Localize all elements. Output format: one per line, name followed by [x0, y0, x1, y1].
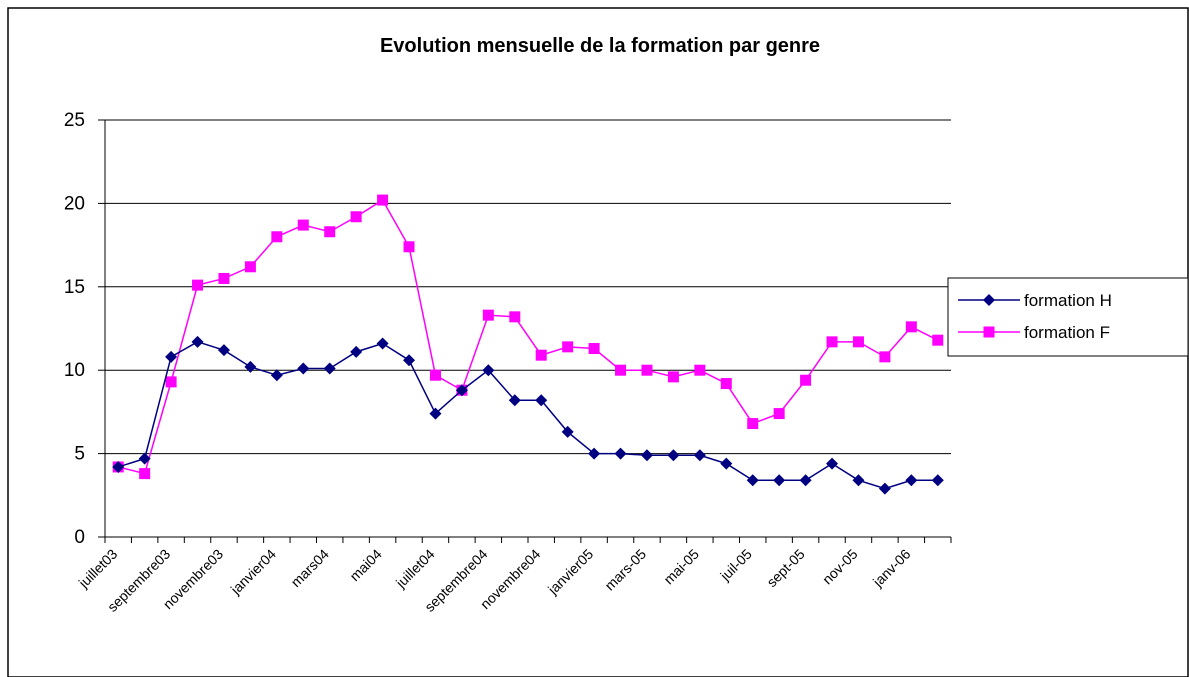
marker — [641, 364, 653, 376]
marker — [562, 341, 574, 353]
marker — [588, 447, 601, 460]
y-tick-label: 0 — [74, 527, 85, 548]
marker — [271, 231, 283, 243]
marker — [800, 374, 812, 386]
marker — [747, 418, 759, 430]
marker — [376, 337, 389, 350]
marker — [270, 369, 283, 382]
marker — [693, 449, 706, 462]
marker — [694, 364, 706, 376]
marker — [482, 309, 494, 321]
y-tick-label: 25 — [64, 110, 85, 131]
marker — [165, 350, 178, 363]
marker — [350, 211, 362, 223]
marker — [297, 219, 309, 231]
marker — [561, 425, 574, 438]
y-tick-label: 20 — [64, 193, 85, 214]
marker — [852, 474, 865, 487]
marker — [297, 362, 310, 375]
marker — [905, 321, 917, 333]
marker — [667, 449, 680, 462]
marker — [112, 460, 125, 473]
marker — [218, 272, 230, 284]
marker — [879, 351, 891, 363]
marker — [455, 384, 468, 397]
marker — [403, 241, 415, 253]
marker — [983, 326, 995, 338]
marker — [614, 447, 627, 460]
marker — [720, 378, 732, 390]
marker — [323, 362, 336, 375]
marker — [535, 349, 547, 361]
legend-label: formation H — [1024, 291, 1112, 310]
marker — [588, 343, 600, 355]
marker — [773, 474, 786, 487]
marker — [429, 407, 442, 420]
legend — [947, 277, 1189, 357]
marker — [192, 279, 204, 291]
marker — [350, 345, 363, 358]
marker — [165, 376, 177, 388]
chart-title: Evolution mensuelle de la formation par … — [380, 35, 820, 57]
y-tick-label: 10 — [64, 360, 85, 381]
marker — [217, 344, 230, 357]
marker — [615, 364, 627, 376]
marker — [482, 364, 495, 377]
marker — [377, 194, 389, 206]
marker — [138, 452, 151, 465]
marker — [403, 354, 416, 367]
marker — [191, 335, 204, 348]
y-tick-label: 15 — [64, 277, 85, 298]
marker — [799, 474, 812, 487]
marker — [509, 311, 521, 323]
marker — [826, 336, 838, 348]
marker — [746, 474, 759, 487]
marker — [535, 394, 548, 407]
marker — [852, 336, 864, 348]
marker — [324, 226, 336, 238]
marker — [244, 261, 256, 273]
y-tick-label: 5 — [74, 444, 85, 465]
marker — [429, 369, 441, 381]
marker — [932, 334, 944, 346]
marker — [244, 360, 257, 373]
marker — [508, 394, 521, 407]
marker — [139, 468, 151, 480]
marker — [905, 474, 918, 487]
marker — [773, 408, 785, 420]
marker — [878, 482, 891, 495]
legend-label: formation F — [1024, 323, 1110, 342]
marker — [931, 474, 944, 487]
marker — [826, 457, 839, 470]
marker — [720, 457, 733, 470]
marker — [983, 294, 995, 306]
marker — [667, 371, 679, 383]
marker — [640, 449, 653, 462]
